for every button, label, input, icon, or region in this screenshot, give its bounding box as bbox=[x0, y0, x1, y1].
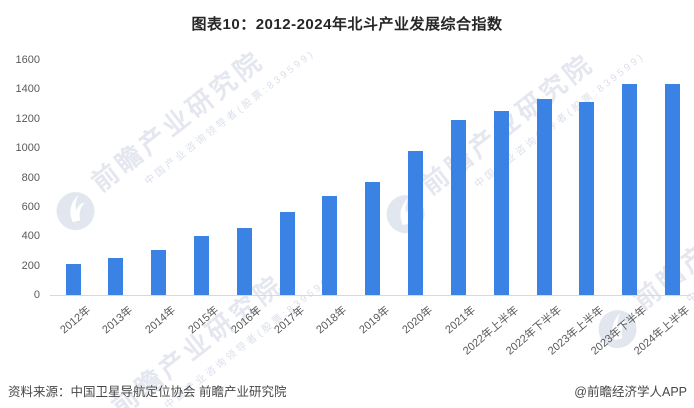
bar-2013年 bbox=[108, 257, 124, 295]
x-axis-tick-label: 2021年 bbox=[443, 304, 479, 337]
bar-2021年 bbox=[450, 119, 466, 295]
y-axis-tick-label: 800 bbox=[21, 171, 40, 184]
x-axis-tick-label: 2016年 bbox=[229, 304, 264, 337]
x-axis-tick-label: 2020年 bbox=[400, 304, 436, 337]
bar-2015年 bbox=[193, 236, 209, 295]
chart-title: 图表10：2012-2024年北斗产业发展综合指数 bbox=[191, 16, 503, 33]
x-axis-tick-label: 2015年 bbox=[186, 304, 222, 337]
x-axis-tick-label: 2019年 bbox=[357, 304, 393, 337]
y-axis-tick-label: 1200 bbox=[15, 112, 40, 125]
source-note: 资料来源：中国卫星导航定位协会 前瞻产业研究院 bbox=[8, 385, 287, 399]
y-axis-tick-label: 0 bbox=[33, 289, 40, 301]
watermark-brand: 前瞻产业研究院 bbox=[413, 16, 637, 202]
y-axis-tick-label: 1400 bbox=[15, 83, 40, 96]
bar-2022年下半年 bbox=[536, 98, 552, 295]
bar-2022年上半年 bbox=[493, 111, 509, 295]
chart-footer: 资料来源：中国卫星导航定位协会 前瞻产业研究院 @前瞻经济学人APP bbox=[0, 379, 694, 401]
bar-2020年 bbox=[408, 150, 424, 295]
bar-2024年上半年 bbox=[664, 84, 680, 295]
y-axis-tick-label: 600 bbox=[21, 200, 40, 213]
x-axis-tick-label: 2018年 bbox=[314, 304, 350, 337]
x-axis-tick-label: 2014年 bbox=[143, 304, 179, 337]
bar-2014年 bbox=[151, 250, 167, 295]
bar-2016年 bbox=[236, 227, 252, 295]
watermark-tagline: 中国产业咨询领导者(股票:839599) bbox=[142, 47, 318, 188]
bar-2019年 bbox=[365, 182, 381, 295]
watermark: 前瞻产业研究院 中国产业咨询领导者(股票:839599) bbox=[43, 13, 317, 244]
x-axis-tick-label: 2013年 bbox=[100, 304, 136, 337]
y-axis-tick-label: 400 bbox=[21, 230, 40, 243]
watermark-brand: 前瞻产业研究院 bbox=[85, 44, 270, 198]
y-axis-tick-label: 200 bbox=[21, 259, 40, 272]
bar-2023年下半年 bbox=[622, 84, 638, 295]
app-credit: @前瞻经济学人APP bbox=[574, 385, 687, 399]
y-axis-tick-label: 1600 bbox=[15, 54, 40, 66]
x-axis-tick-label: 2012年 bbox=[57, 304, 93, 337]
bar-2012年 bbox=[65, 264, 81, 295]
x-axis-tick-label: 2017年 bbox=[271, 304, 307, 337]
qianzhan-logo-icon bbox=[386, 194, 425, 233]
y-axis-tick-label: 1000 bbox=[15, 142, 40, 155]
watermark-tagline: 中国产业咨询领导者(股票:839599) bbox=[684, 165, 694, 306]
bar-2018年 bbox=[322, 195, 338, 295]
x-axis-line bbox=[50, 295, 690, 296]
bar-2023年上半年 bbox=[579, 102, 595, 295]
qianzhan-logo-icon bbox=[56, 191, 95, 230]
bar-2017年 bbox=[279, 212, 295, 295]
